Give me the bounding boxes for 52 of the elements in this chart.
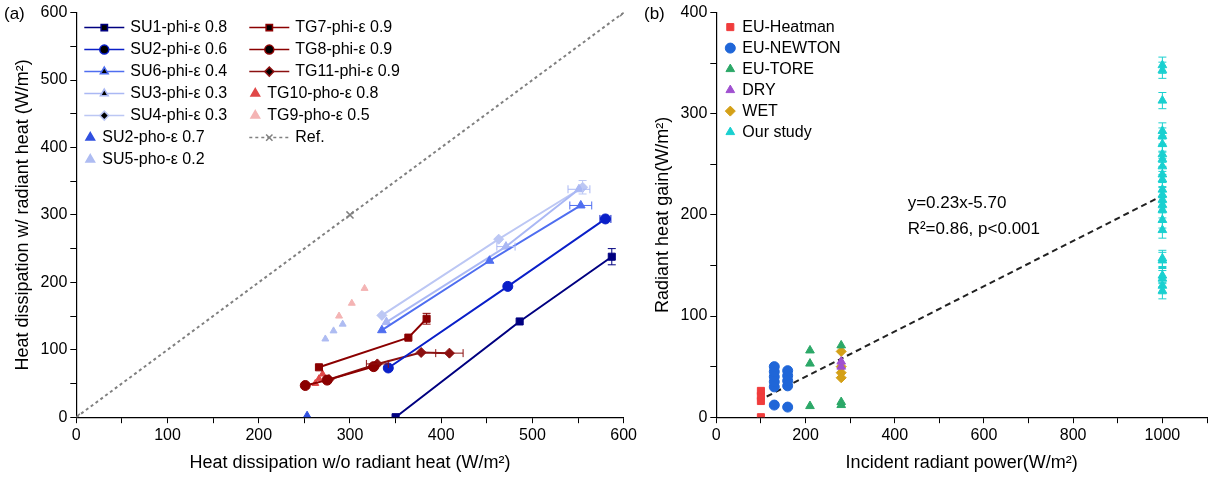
y-tick-label: 0 [698,407,708,425]
x-tick-label: 100 [154,426,181,444]
legend-label: Our study [742,122,812,140]
x-tick-label: 400 [881,426,909,444]
legend-label: SU3-phi-ε 0.3 [130,84,228,102]
x-tick-label: 800 [1059,426,1087,444]
x-tick-label: 200 [245,426,273,444]
y-tick-label: 300 [40,205,68,223]
y-tick-label: 100 [40,340,68,358]
y-tick-label: 600 [40,3,68,21]
x-tick-label: 400 [427,426,455,444]
x-tick-label: 0 [71,426,81,444]
y-tick-label: 400 [680,3,708,21]
legend-label: EU-NEWTON [742,38,841,56]
legend-label: DRY [742,80,777,98]
chart-title: (a) [4,4,25,24]
legend-label: TG8-phi-ε 0.9 [295,40,393,58]
legend-label: EU-TORE [742,59,815,77]
y-axis-title: Heat dissipation w/ radiant heat (W/m²) [11,59,32,371]
y-tick-label: 200 [680,205,708,223]
legend-label: SU2-phi-ε 0.6 [130,40,228,58]
x-tick-label: 300 [336,426,364,444]
legend-label: SU1-phi-ε 0.8 [130,18,228,36]
legend-label: SU5-pho-ε 0.2 [102,150,205,168]
legend-label: SU4-phi-ε 0.3 [130,106,228,124]
y-axis-title: Radiant heat gain(W/m²) [651,116,672,313]
legend-label: EU-Heatman [742,17,835,35]
legend-label: TG9-pho-ε 0.5 [267,106,370,124]
legend-label: SU6-phi-ε 0.4 [130,62,228,80]
x-tick-label: 600 [970,426,998,444]
legend-label: SU2-pho-ε 0.7 [102,128,205,146]
y-tick-label: 0 [58,407,68,425]
legend-label: Ref. [295,128,325,146]
y-tick-label: 400 [40,137,68,155]
annotation: R²=0.86, p<0.001 [907,218,1040,238]
legend-label: TG11-phi-ε 0.9 [295,62,401,80]
annotation: y=0.23x-5.70 [907,192,1007,212]
x-axis-title: Incident radiant power(W/m²) [845,452,1078,473]
x-tick-label: 200 [792,426,819,444]
chart-title: (b) [644,4,665,24]
x-axis-title: Heat dissipation w/o radiant heat (W/m²) [189,452,511,473]
y-tick-label: 100 [680,306,708,324]
y-tick-label: 300 [680,104,708,122]
legend-label: TG7-phi-ε 0.9 [295,18,393,36]
legend-label: TG10-pho-ε 0.8 [267,84,379,102]
legend-label: WET [742,101,779,119]
y-tick-label: 200 [40,272,68,290]
x-tick-label: 600 [610,426,638,444]
y-tick-label: 500 [40,70,68,88]
x-tick-label: 1000 [1144,426,1181,444]
x-tick-label: 500 [519,426,546,444]
x-tick-label: 0 [711,426,721,444]
